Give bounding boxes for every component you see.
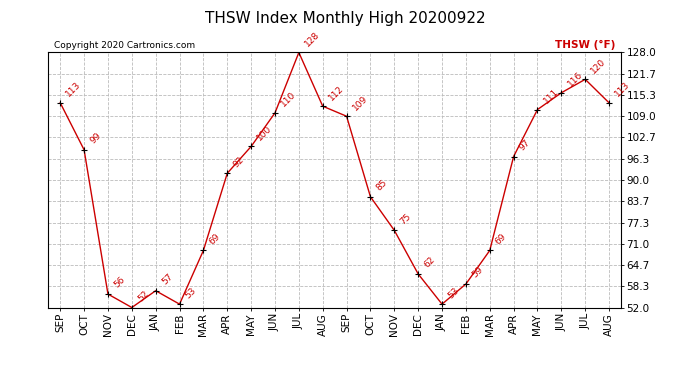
Text: 111: 111: [542, 87, 560, 105]
Text: 128: 128: [303, 30, 322, 48]
Text: 53: 53: [184, 285, 198, 300]
Text: 120: 120: [589, 57, 608, 75]
Text: 97: 97: [518, 138, 532, 152]
Text: 57: 57: [160, 272, 175, 286]
Text: THSW (°F): THSW (°F): [555, 40, 615, 50]
Text: 116: 116: [566, 70, 584, 88]
Text: 75: 75: [398, 211, 413, 226]
Text: 53: 53: [446, 285, 461, 300]
Text: 56: 56: [112, 275, 127, 290]
Text: THSW Index Monthly High 20200922: THSW Index Monthly High 20200922: [205, 11, 485, 26]
Text: 99: 99: [88, 131, 103, 146]
Text: 69: 69: [494, 232, 509, 246]
Text: 69: 69: [208, 232, 222, 246]
Text: 92: 92: [231, 155, 246, 169]
Text: 113: 113: [64, 80, 83, 99]
Text: 59: 59: [470, 266, 484, 280]
Text: Copyright 2020 Cartronics.com: Copyright 2020 Cartronics.com: [54, 41, 195, 50]
Text: 62: 62: [422, 255, 437, 270]
Text: 113: 113: [613, 80, 632, 99]
Text: 100: 100: [255, 124, 274, 142]
Text: 110: 110: [279, 90, 297, 109]
Text: 85: 85: [375, 178, 389, 193]
Text: 52: 52: [136, 289, 150, 303]
Text: 112: 112: [327, 84, 346, 102]
Text: 109: 109: [351, 93, 369, 112]
